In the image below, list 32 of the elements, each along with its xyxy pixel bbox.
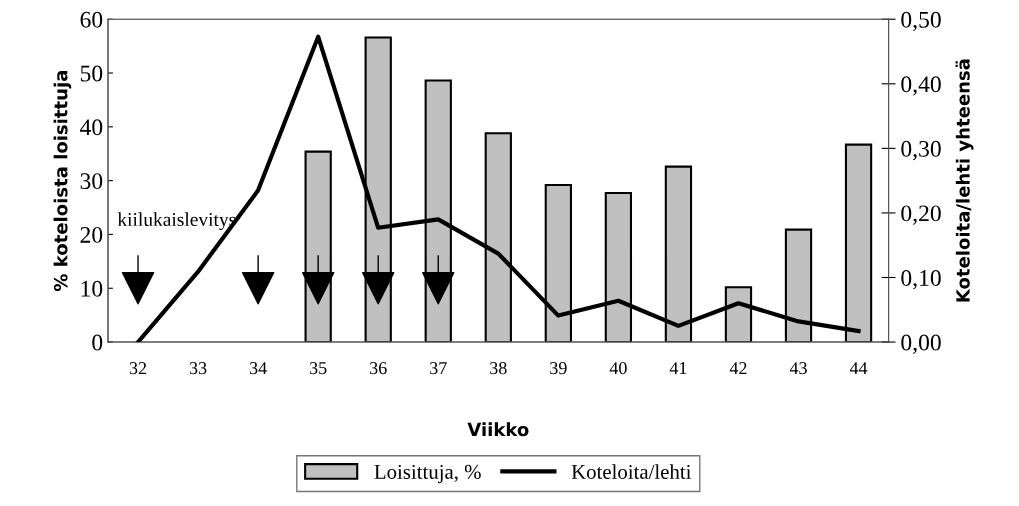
y2-tick-label: 0,00 <box>901 334 941 354</box>
x-tick-label: 43 <box>789 362 807 375</box>
legend-label: Koteloita/lehti <box>571 464 692 479</box>
x-tick-label: 39 <box>550 362 567 375</box>
annotation: kiilukaislevitys <box>117 212 236 231</box>
x-tick-label: 32 <box>129 362 147 375</box>
x-axis-title: Viikko <box>467 422 529 437</box>
x-tick-label: 42 <box>729 362 747 375</box>
y2-tick-label: 0,50 <box>901 11 941 32</box>
y2-tick-label: 0,40 <box>901 76 941 96</box>
y-tick-label: 10 <box>81 280 103 297</box>
x-tick-label: 33 <box>189 362 207 375</box>
y-axis-title: % koteloista loisittuja <box>53 71 72 292</box>
x-tick-label: 37 <box>430 362 447 375</box>
y-tick-label: 0 <box>92 334 103 351</box>
y-tick-label: 30 <box>80 173 103 190</box>
y2-axis-title: Koteloita/lehti yhteensä <box>955 59 974 302</box>
y-tick-label: 20 <box>80 226 103 243</box>
y-tick-label: 60 <box>80 11 103 28</box>
legend-label: Loisittuja, % <box>374 464 481 484</box>
y-tick-label: 50 <box>80 65 103 82</box>
x-tick-label: 34 <box>249 362 267 375</box>
x-tick-label: 44 <box>849 362 868 375</box>
y-tick-label: 40 <box>80 119 103 136</box>
y2-tick-label: 0,30 <box>901 140 941 161</box>
x-tick-label: 40 <box>609 362 627 375</box>
x-tick-label: 38 <box>490 362 507 375</box>
x-tick-label: 41 <box>669 362 687 375</box>
x-tick-label: 35 <box>310 362 327 375</box>
x-tick-label: 36 <box>370 362 387 375</box>
y2-tick-label: 0,20 <box>901 205 941 225</box>
y2-tick-label: 0,10 <box>901 269 941 290</box>
